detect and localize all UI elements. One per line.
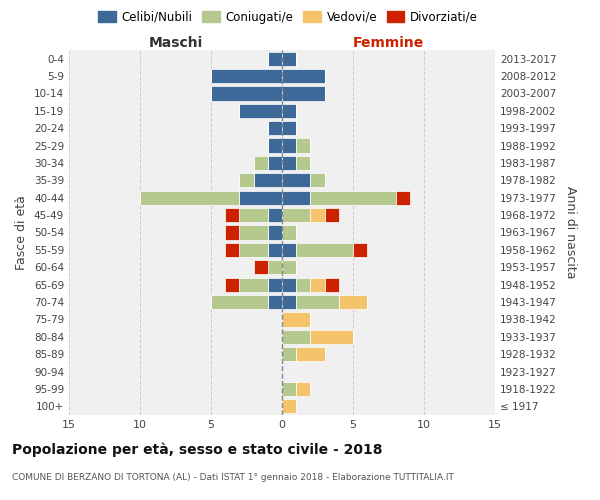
Bar <box>282 399 296 413</box>
Bar <box>282 347 296 362</box>
Bar <box>268 156 282 170</box>
Bar <box>282 312 310 326</box>
Bar <box>239 104 282 118</box>
Bar <box>310 330 353 344</box>
Bar <box>268 243 282 257</box>
Bar <box>225 278 239 292</box>
Text: Maschi: Maschi <box>148 36 203 50</box>
Bar <box>310 278 325 292</box>
Bar <box>254 260 268 274</box>
Bar <box>254 173 282 188</box>
Bar <box>282 278 296 292</box>
Bar <box>296 243 353 257</box>
Bar <box>310 208 325 222</box>
Bar <box>282 260 296 274</box>
Bar <box>268 52 282 66</box>
Bar <box>282 382 296 396</box>
Bar <box>211 86 282 101</box>
Bar <box>282 52 296 66</box>
Bar <box>268 295 282 309</box>
Bar <box>310 173 325 188</box>
Bar <box>211 69 282 83</box>
Bar <box>268 208 282 222</box>
Bar <box>140 190 239 205</box>
Bar <box>353 243 367 257</box>
Bar <box>282 295 296 309</box>
Bar <box>282 226 296 239</box>
Bar <box>282 330 310 344</box>
Legend: Celibi/Nubili, Coniugati/e, Vedovi/e, Divorziati/e: Celibi/Nubili, Coniugati/e, Vedovi/e, Di… <box>93 6 483 28</box>
Bar <box>296 156 310 170</box>
Bar <box>268 121 282 136</box>
Bar <box>282 190 310 205</box>
Bar <box>254 156 268 170</box>
Bar <box>239 226 268 239</box>
Bar <box>225 226 239 239</box>
Bar <box>239 278 268 292</box>
Bar <box>282 138 296 152</box>
Text: COMUNE DI BERZANO DI TORTONA (AL) - Dati ISTAT 1° gennaio 2018 - Elaborazione TU: COMUNE DI BERZANO DI TORTONA (AL) - Dati… <box>12 472 454 482</box>
Bar <box>296 138 310 152</box>
Bar <box>325 278 339 292</box>
Bar <box>225 243 239 257</box>
Bar <box>239 243 268 257</box>
Bar <box>282 121 296 136</box>
Bar <box>268 138 282 152</box>
Bar <box>310 190 395 205</box>
Bar <box>282 156 296 170</box>
Bar <box>268 260 282 274</box>
Bar <box>239 173 254 188</box>
Y-axis label: Anni di nascita: Anni di nascita <box>565 186 577 279</box>
Bar <box>395 190 410 205</box>
Bar <box>339 295 367 309</box>
Bar <box>268 226 282 239</box>
Bar <box>296 347 325 362</box>
Bar <box>325 208 339 222</box>
Bar <box>282 104 296 118</box>
Bar <box>282 243 296 257</box>
Bar <box>268 278 282 292</box>
Bar <box>282 173 310 188</box>
Bar <box>239 190 282 205</box>
Bar <box>239 208 268 222</box>
Bar <box>296 382 310 396</box>
Bar <box>282 86 325 101</box>
Text: Femmine: Femmine <box>353 36 424 50</box>
Y-axis label: Fasce di età: Fasce di età <box>16 195 28 270</box>
Bar <box>211 295 268 309</box>
Text: Popolazione per età, sesso e stato civile - 2018: Popolazione per età, sesso e stato civil… <box>12 442 383 457</box>
Bar <box>296 295 339 309</box>
Bar <box>282 208 310 222</box>
Bar <box>282 69 325 83</box>
Bar <box>225 208 239 222</box>
Bar <box>296 278 310 292</box>
